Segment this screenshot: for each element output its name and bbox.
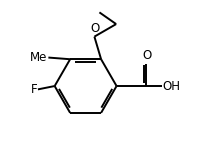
Text: F: F: [30, 83, 37, 96]
Text: O: O: [90, 22, 99, 35]
Text: OH: OH: [163, 79, 181, 93]
Text: Me: Me: [30, 51, 48, 64]
Text: O: O: [142, 49, 151, 62]
